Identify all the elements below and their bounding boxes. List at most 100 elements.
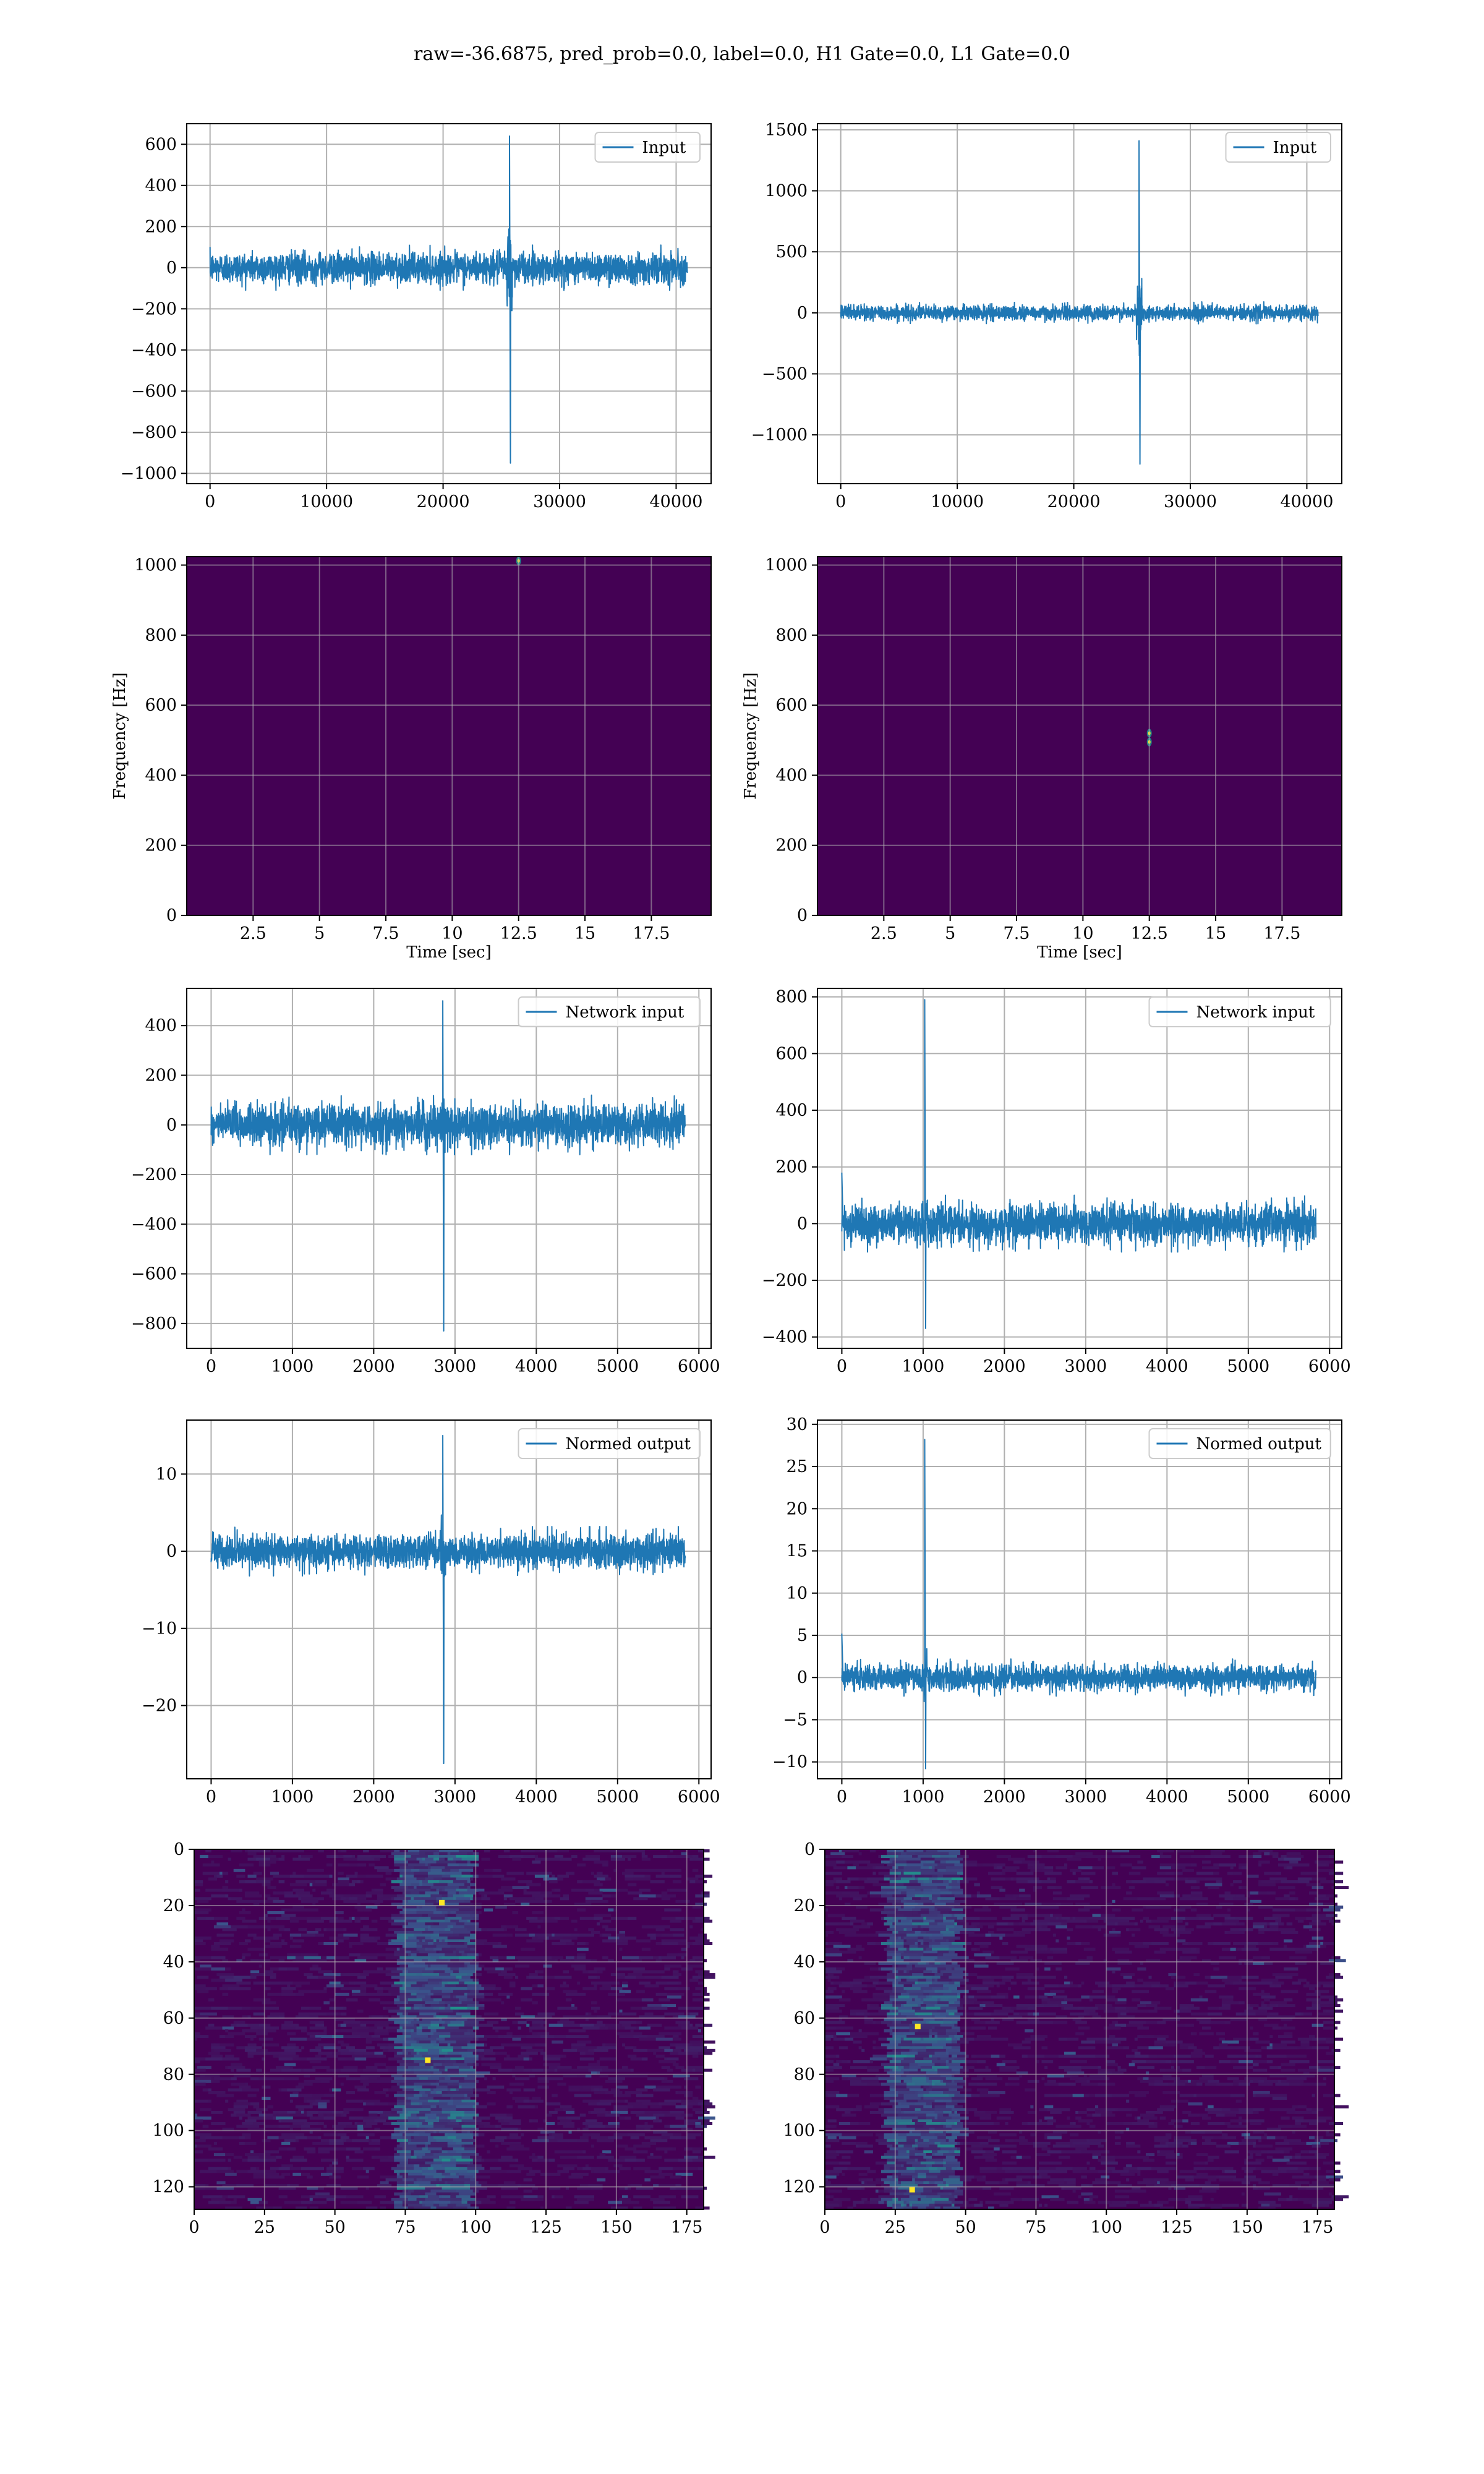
feature-cell <box>414 2029 417 2032</box>
feature-cell <box>898 2026 910 2030</box>
feature-cell <box>309 2167 324 2170</box>
feature-cell <box>295 1880 310 1883</box>
feature-cell <box>1199 2021 1211 2024</box>
feature-cell <box>588 1970 597 1974</box>
feature-cell <box>900 2012 916 2016</box>
feature-cell <box>458 2122 465 2125</box>
feature-cell <box>447 2172 451 2176</box>
feature-cell <box>388 1973 400 1977</box>
feature-cell <box>610 2155 614 2159</box>
y-tick-label: 600 <box>145 696 177 715</box>
feature-cell <box>684 2167 699 2170</box>
feature-cell <box>211 1860 215 1864</box>
feature-cell <box>639 1888 650 1892</box>
feature-cell <box>574 2094 592 2097</box>
feature-cell <box>594 2088 600 2092</box>
feature-cell <box>565 2110 575 2114</box>
feature-cell <box>664 1967 670 1971</box>
feature-cell <box>529 1933 535 1937</box>
feature-cell <box>951 1891 963 1895</box>
feature-cell <box>194 1959 200 1963</box>
feature-cell <box>464 1967 482 1971</box>
feature-cell <box>439 2082 448 2086</box>
feature-cell <box>208 2099 211 2103</box>
feature-cell <box>537 1970 544 1974</box>
feature-cell <box>385 1956 400 1959</box>
feature-cell <box>670 1888 688 1892</box>
feature-cell <box>655 2147 673 2151</box>
feature-cell <box>447 2088 451 2092</box>
feature-cell <box>419 2052 429 2055</box>
feature-cell <box>1016 1945 1028 1948</box>
feature-cell <box>1089 1880 1093 1883</box>
feature-cell <box>394 2170 409 2173</box>
feature-cell <box>1174 1877 1186 1881</box>
feature-cell <box>503 1897 507 1901</box>
feature-cell <box>909 1992 921 1996</box>
feature-cell <box>490 2170 507 2173</box>
feature-cell <box>509 1855 524 1859</box>
feature-cell <box>208 2023 215 2027</box>
feature-cell <box>697 1933 707 1937</box>
feature-cell <box>585 2046 597 2050</box>
feature-cell <box>312 1964 318 1968</box>
feature-cell <box>445 2004 448 2008</box>
feature-cell <box>419 2125 434 2128</box>
feature-cell <box>416 2040 420 2044</box>
feature-cell <box>289 2094 299 2097</box>
feature-cell <box>394 1863 409 1867</box>
feature-cell <box>1320 1880 1332 1883</box>
y-tick-label: 60 <box>163 2009 184 2028</box>
feature-cell <box>825 2006 831 2010</box>
feature-cell <box>445 2167 459 2170</box>
y-tick-label: 200 <box>145 217 177 236</box>
feature-cell <box>396 2082 400 2086</box>
feature-cell <box>427 2144 445 2148</box>
feature-cell <box>1190 1855 1206 1859</box>
feature-cell <box>932 1945 949 1948</box>
feature-cell <box>571 1888 586 1892</box>
feature-cell <box>968 1995 974 1999</box>
feature-cell <box>1303 2012 1313 2016</box>
feature-cell <box>427 2099 440 2103</box>
feature-cell <box>498 1888 513 1892</box>
feature-cell <box>458 1939 471 1943</box>
feature-cell <box>641 1855 648 1859</box>
feature-cell <box>267 2175 285 2179</box>
feature-cell <box>960 2004 963 2008</box>
feature-cell <box>661 1897 670 1901</box>
feature-cell <box>898 1874 913 1878</box>
feature-cell <box>878 1855 882 1859</box>
feature-cell <box>1258 1981 1273 1985</box>
feature-cell <box>464 2097 471 2100</box>
feature-cell <box>633 2046 637 2050</box>
feature-cell <box>923 1973 935 1977</box>
feature-cell <box>923 1928 929 1932</box>
feature-cell <box>307 1917 322 1920</box>
feature-cell <box>1224 1919 1239 1923</box>
feature-cell <box>360 2035 372 2039</box>
feature-cell <box>639 2026 650 2030</box>
feature-cell <box>1025 1975 1039 1979</box>
feature-cell <box>475 2198 490 2201</box>
feature-cell <box>388 2155 394 2159</box>
feature-cell <box>467 2063 474 2066</box>
feature-cell <box>532 2023 541 2027</box>
feature-cell <box>858 1877 862 1881</box>
feature-cell <box>605 2099 614 2103</box>
feature-cell <box>365 1874 383 1878</box>
feature-cell <box>278 2186 296 2190</box>
feature-cell <box>383 1987 400 1990</box>
feature-cell <box>357 2122 367 2125</box>
legend-box <box>518 1428 701 1459</box>
feature-cell <box>450 2153 462 2157</box>
feature-cell <box>1269 1984 1276 1988</box>
feature-cell <box>675 2066 684 2070</box>
feature-cell <box>1331 1922 1335 1926</box>
feature-cell <box>419 1868 431 1872</box>
feature-cell <box>1190 1998 1208 2001</box>
feature-cell <box>999 1888 1005 1892</box>
feature-cell <box>472 2108 476 2112</box>
feature-cell <box>543 2068 555 2072</box>
feature-cell <box>937 1953 944 1957</box>
